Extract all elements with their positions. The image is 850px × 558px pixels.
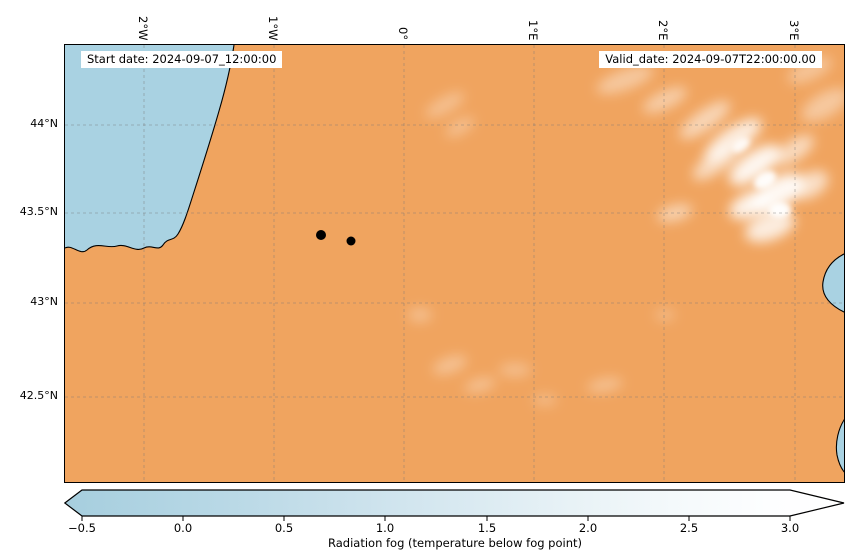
colorbar-axis-label: Radiation fog (temperature below fog poi…: [328, 536, 582, 550]
colorbar-tick-label: 1.5: [477, 521, 497, 535]
colorbar-tick-label: 2.5: [679, 521, 699, 535]
colorbar: [64, 489, 845, 521]
start-date-label: Start date: 2024-09-07_12:00:00: [81, 51, 283, 68]
coastline: [822, 253, 844, 313]
colorbar-tick-label: 0.5: [274, 521, 294, 535]
colorbar-ticks-marks: [81, 516, 791, 521]
colorbar-tick-label: 3.0: [780, 521, 800, 535]
lon-tick-label: 3°E: [787, 19, 801, 40]
lat-tick-label: 43°N: [30, 295, 58, 308]
colorbar-tick-label: 2.0: [578, 521, 598, 535]
station-marker: [316, 230, 326, 240]
colorbar-tick-label: −0.5: [68, 521, 96, 535]
lat-tick-label: 42.5°N: [19, 389, 58, 402]
coastline: [835, 419, 844, 473]
fog-overlay-cores: [732, 137, 791, 218]
colorbar-tick-label: 0.0: [173, 521, 193, 535]
ocean-shape: [65, 45, 234, 252]
lon-tick-label: 0°: [396, 26, 410, 40]
lon-tick-label: 2°W: [136, 15, 150, 40]
coastline: [65, 45, 235, 253]
colorbar-tick-label: 1.0: [375, 521, 395, 535]
lon-tick-label: 1°E: [526, 19, 540, 40]
station-marker: [346, 236, 356, 246]
map-canvas: Start date: 2024-09-07_12:00:00 Valid_da…: [64, 44, 845, 483]
gridlines: [65, 45, 844, 482]
lat-tick-label: 43.5°N: [19, 205, 58, 218]
colorbar-bar: [64, 489, 845, 517]
map-svg: [65, 45, 844, 482]
lon-tick-label: 2°E: [656, 19, 670, 40]
lat-tick-label: 44°N: [30, 117, 58, 130]
lon-tick-label: 1°W: [266, 15, 280, 40]
valid-date-label: Valid_date: 2024-09-07T22:00:00.00: [599, 51, 822, 68]
